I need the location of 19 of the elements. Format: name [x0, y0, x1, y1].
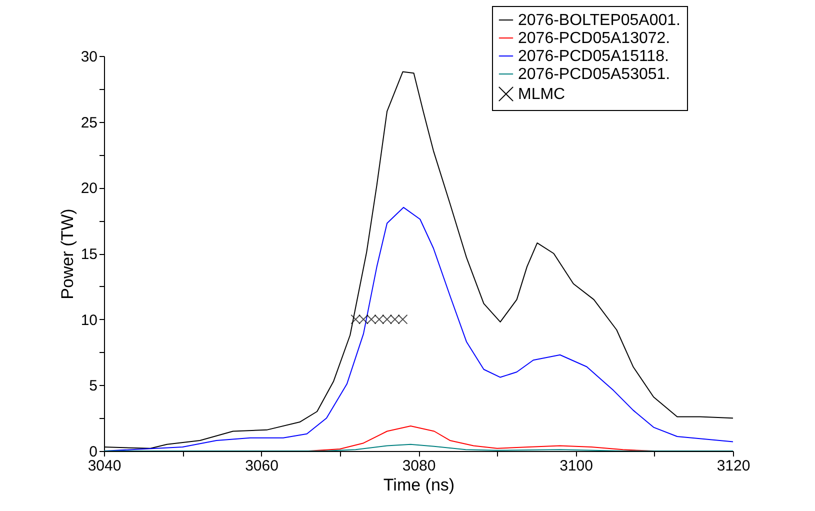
- legend-label: 2076-PCD05A13072.: [518, 30, 670, 47]
- y-tick-label: 25: [80, 114, 98, 132]
- x-tick-label: 3080: [402, 458, 436, 474]
- y-tick-label: 5: [89, 378, 98, 395]
- x-axis-title: Time (ns): [383, 476, 455, 494]
- x-tick-label: 3100: [560, 458, 593, 474]
- y-tick-label: 20: [80, 180, 98, 198]
- legend-label: MLMC: [518, 86, 566, 103]
- y-tick-label: 30: [80, 48, 98, 66]
- legend-label: 2076-PCD05A53051.: [518, 66, 670, 83]
- y-axis-title: Power (TW): [58, 208, 77, 300]
- y-tick-label: 15: [80, 246, 98, 263]
- y-tick-label: 0: [89, 444, 98, 460]
- y-tick-label: 10: [80, 312, 98, 329]
- legend-label: 2076-PCD05A15118.: [518, 48, 669, 65]
- x-tick-label: 3040: [88, 458, 122, 474]
- legend-label: 2076-BOLTEP05A001.: [518, 12, 680, 29]
- x-tick-label: 3120: [716, 458, 750, 474]
- x-tick-label: 3060: [245, 458, 278, 474]
